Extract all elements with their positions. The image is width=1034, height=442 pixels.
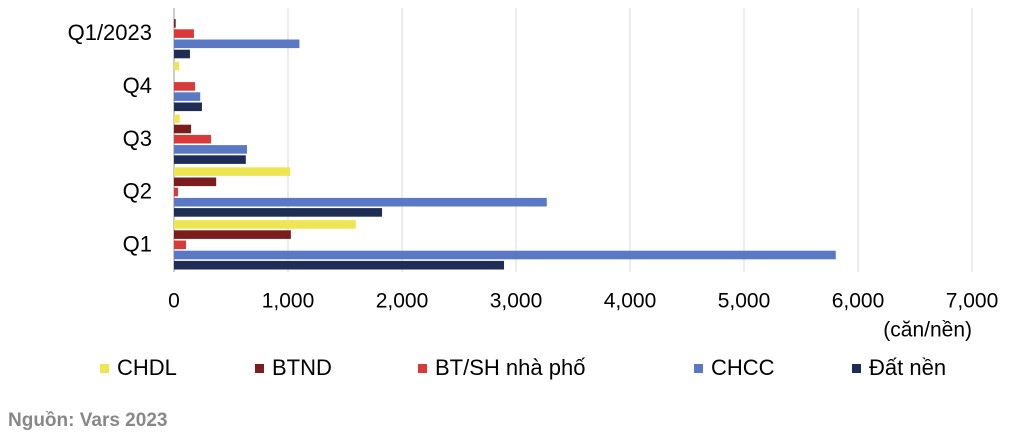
x-tick-label: 3,000 [490, 290, 543, 313]
bar [174, 167, 291, 176]
bar [174, 155, 246, 164]
legend-marker [694, 364, 703, 373]
bar [174, 145, 247, 154]
y-tick-label: Q3 [123, 126, 152, 151]
bar [174, 19, 176, 28]
bar [174, 220, 356, 229]
y-tick-label: Q4 [123, 73, 152, 98]
source-note: Nguồn: Vars 2023 [8, 410, 167, 431]
bar [174, 49, 190, 59]
x-tick-label: 7,000 [946, 290, 999, 313]
y-tick-label: Q1/2023 [68, 20, 152, 45]
x-tick-label: 6,000 [832, 290, 885, 313]
y-tick-label: Q1 [123, 231, 152, 256]
bar [174, 39, 300, 49]
legend-marker [852, 364, 861, 373]
legend-marker [255, 364, 264, 373]
bar [174, 230, 291, 239]
bar [174, 187, 178, 197]
bar [174, 61, 180, 71]
bar [174, 92, 201, 101]
legend-label: CHDL [117, 355, 177, 380]
bar [174, 240, 186, 250]
legend-marker [418, 364, 427, 373]
x-tick-label: 5,000 [718, 290, 771, 313]
legend-marker [100, 364, 109, 373]
legend-label: Đất nền [869, 355, 946, 380]
bar [174, 124, 192, 134]
x-tick-label: 4,000 [604, 290, 657, 313]
bar [174, 177, 217, 187]
legend-label: CHCC [711, 355, 775, 380]
bar [174, 197, 547, 207]
legend-label: BT/SH nhà phố [435, 355, 585, 380]
bar [174, 134, 212, 144]
legend-label: BTND [272, 355, 332, 380]
bar [174, 250, 836, 260]
x-axis-label: (căn/nền) [883, 319, 972, 342]
bar [174, 102, 202, 112]
bar [174, 260, 505, 270]
x-tick-label: 1,000 [262, 290, 315, 313]
bar [174, 114, 180, 124]
x-tick-label: 2,000 [376, 290, 429, 313]
bar [174, 82, 196, 91]
x-tick-label: 0 [168, 290, 180, 313]
y-tick-label: Q2 [123, 179, 152, 204]
bar [174, 208, 383, 217]
bar [174, 29, 194, 38]
